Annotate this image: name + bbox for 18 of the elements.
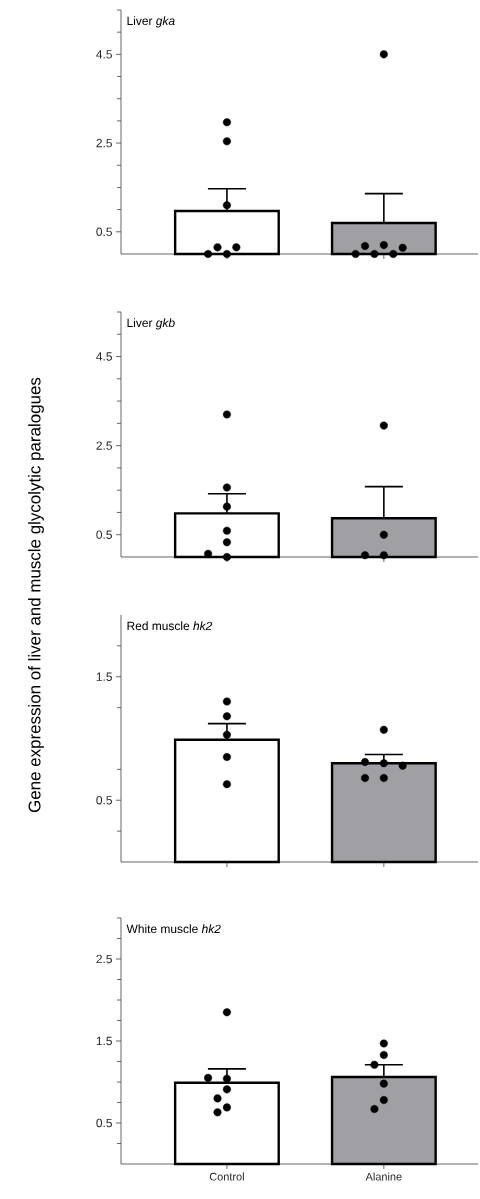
chart-title: Liver gka <box>127 16 175 28</box>
y-tick-label: 4.5 <box>96 50 112 59</box>
y-tick-label: 1.5 <box>96 672 112 681</box>
y-axis-title: Gene expression of liver and muscle glycolytic paralogues <box>28 377 44 813</box>
chart-title: Liver gkb <box>127 318 175 330</box>
y-tick-label: 0.5 <box>96 796 112 805</box>
y-tick-label: 2.5 <box>96 441 112 450</box>
y-tick-label: 2.5 <box>96 954 112 964</box>
y-tick-label: 4.5 <box>96 352 112 361</box>
y-tick-label: 2.5 <box>96 138 112 148</box>
y-tick-label: 1.5 <box>96 1036 112 1046</box>
x-tick-label: Alanine <box>365 1172 402 1181</box>
y-tick-label: 0.5 <box>96 530 112 539</box>
x-tick-label: Control <box>209 1172 244 1181</box>
chart-title: White muscle hk2 <box>126 924 221 934</box>
y-tick-label: 0.5 <box>96 227 112 237</box>
y-tick-label: 0.5 <box>96 1118 112 1128</box>
chart-title: Red muscle hk2 <box>127 621 213 631</box>
